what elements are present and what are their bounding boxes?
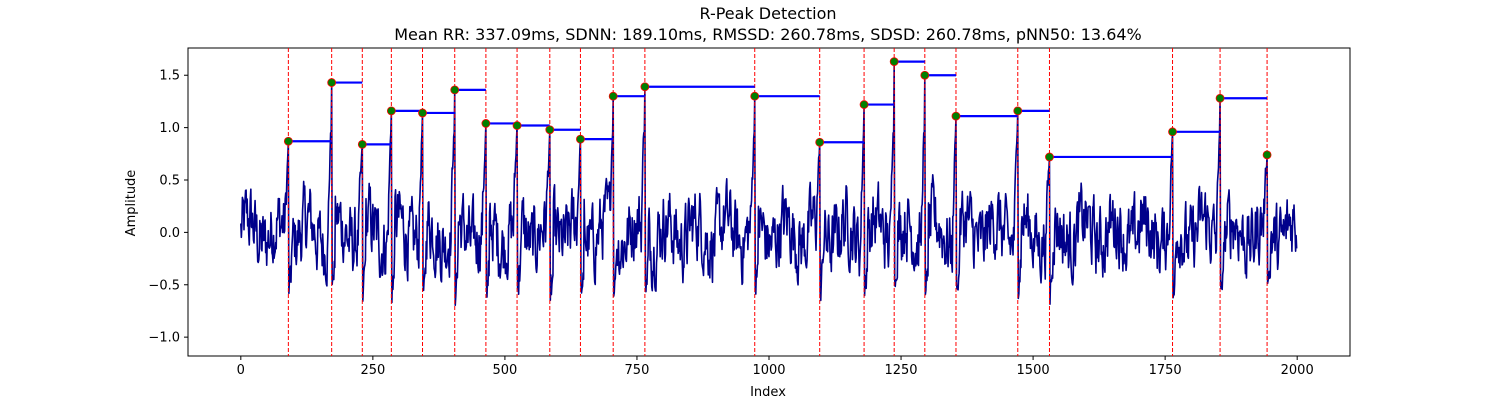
x-tick-label: 2000 (1281, 363, 1314, 378)
r-peak-marker (450, 85, 460, 95)
r-peak-marker (512, 121, 522, 130)
x-tick-label: 1750 (1149, 363, 1182, 378)
plot-content (240, 48, 1298, 356)
y-tick-label: 0.0 (159, 226, 180, 241)
x-tick-label: 1000 (752, 363, 785, 378)
x-tick-label: 500 (492, 363, 517, 378)
y-tick-label: 0.5 (159, 174, 180, 189)
r-peak-marker (1168, 127, 1177, 137)
r-peak-marker (750, 91, 760, 101)
r-peak-marker (640, 82, 650, 92)
r-peak-marker (859, 100, 869, 109)
ecg-signal-line (240, 60, 1298, 307)
y-axis-label: Amplitude (124, 170, 139, 237)
r-peak-marker (283, 136, 293, 146)
r-peak-marker (576, 134, 585, 144)
r-peak-marker (1013, 106, 1023, 116)
y-tick-label: −0.5 (148, 278, 180, 293)
x-tick-label: 750 (625, 363, 650, 378)
x-tick-label: 0 (237, 363, 245, 378)
y-tick-label: 1.0 (159, 121, 180, 136)
r-peak-marker (1262, 150, 1272, 160)
r-peak-marker (815, 137, 825, 147)
y-tick-label: 1.5 (159, 69, 180, 84)
chart-title: R-Peak Detection (699, 4, 836, 23)
x-axis-label: Index (750, 385, 786, 400)
x-tick-label: 1500 (1017, 363, 1050, 378)
r-peak-marker (481, 119, 491, 128)
r-peak-marker (386, 106, 396, 116)
r-peak-marker (889, 57, 899, 67)
r-peak-marker (357, 139, 367, 149)
r-peak-marker (920, 70, 930, 80)
r-peak-marker (1045, 152, 1054, 162)
r-peak-marker (418, 108, 427, 118)
r-peak-marker (327, 78, 337, 87)
y-tick-label: −1.0 (148, 331, 180, 346)
chart-subtitle: Mean RR: 337.09ms, SDNN: 189.10ms, RMSSD… (394, 25, 1142, 44)
r-peak-marker (1215, 93, 1225, 103)
r-peak-marker (545, 125, 555, 135)
r-peak-marker (608, 91, 618, 101)
x-tick-label: 250 (360, 363, 385, 378)
r-peak-marker (951, 111, 961, 121)
x-tick-label: 1250 (884, 363, 917, 378)
